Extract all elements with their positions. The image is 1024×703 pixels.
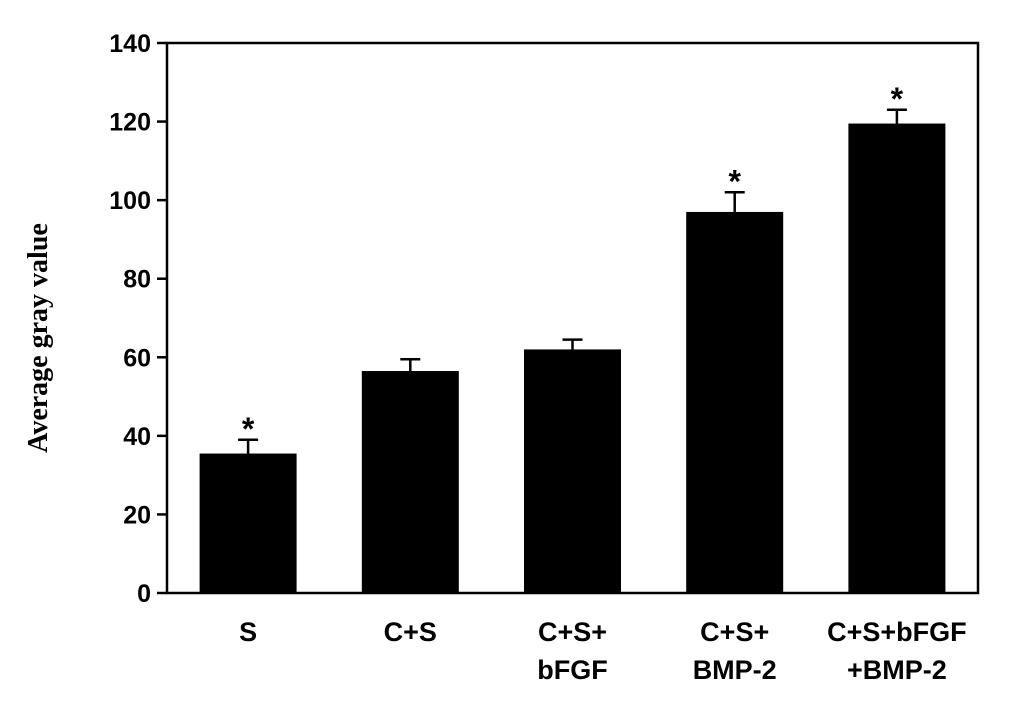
y-tick-label: 80 — [123, 266, 151, 294]
x-category-label: C+S+bFGF — [827, 617, 967, 647]
x-category-label: C+S+ — [700, 617, 769, 647]
significance-asterisk: * — [891, 81, 904, 117]
significance-asterisk: * — [242, 411, 255, 447]
y-tick-label: 40 — [123, 423, 151, 451]
bar — [524, 349, 621, 593]
y-tick-label: 140 — [109, 30, 151, 58]
bar — [848, 123, 946, 594]
y-axis-label: Average gray value — [23, 223, 54, 453]
bar — [686, 211, 784, 593]
significance-asterisk: * — [728, 163, 741, 199]
bar — [199, 453, 297, 593]
x-category-label: C+S — [384, 617, 437, 647]
y-tick-label: 0 — [137, 580, 151, 608]
error-bars — [238, 108, 907, 454]
y-tick-label: 120 — [109, 109, 151, 137]
significance-markers: * * * — [242, 81, 904, 447]
x-category-label: BMP-2 — [693, 655, 777, 685]
x-category-label: bFGF — [537, 655, 607, 685]
x-category-label: S — [239, 617, 257, 647]
plot-frame — [165, 41, 980, 595]
x-category-label: +BMP-2 — [847, 655, 947, 685]
bars — [199, 123, 946, 594]
y-tick-label: 60 — [123, 344, 151, 372]
y-tick-label: 100 — [109, 187, 151, 215]
y-axis-ticks: 0 20 40 60 80 100 120 140 — [109, 30, 167, 608]
x-category-label: C+S+ — [538, 617, 607, 647]
bar — [361, 371, 459, 593]
y-tick-label: 20 — [123, 501, 151, 529]
